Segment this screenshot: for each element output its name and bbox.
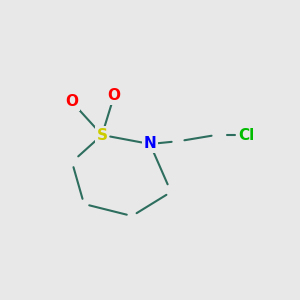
Text: O: O [65, 94, 79, 110]
Text: O: O [107, 88, 121, 104]
Text: N: N [144, 136, 156, 152]
Text: S: S [97, 128, 107, 142]
Text: Cl: Cl [238, 128, 254, 142]
